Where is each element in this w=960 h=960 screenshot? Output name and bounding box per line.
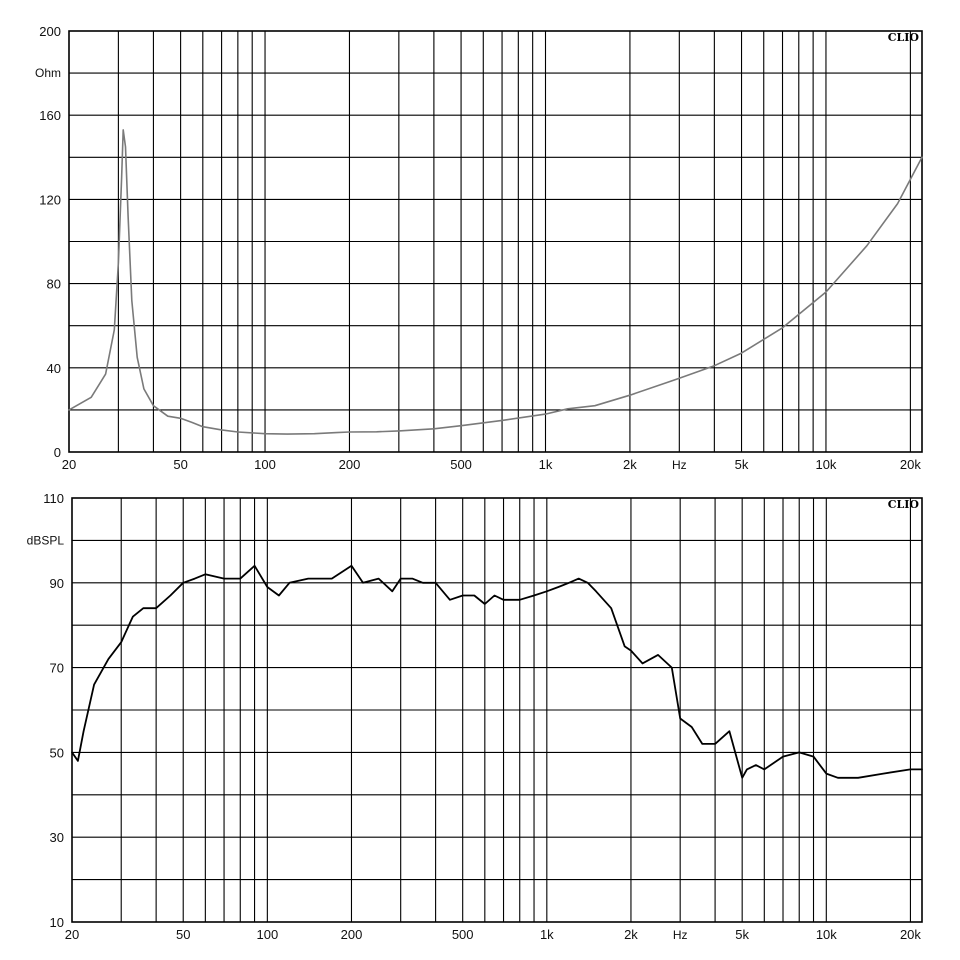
impedance-y-tick-label: 160 — [39, 108, 61, 123]
impedance-x-tick-label: 50 — [173, 457, 187, 472]
impedance-y-tick-label: 200 — [39, 24, 61, 39]
spl-x-tick-label: 2k — [624, 927, 638, 942]
impedance-x-tick-label: 1k — [539, 457, 553, 472]
impedance-response-curve — [68, 129, 923, 435]
spl-x-tick-label: 1k — [540, 927, 554, 942]
impedance-x-tick-label: 2k — [623, 457, 637, 472]
spl-x-tick-label: 10k — [816, 927, 837, 942]
spl-y-unit-label: dBSPL — [27, 533, 65, 547]
spl-x-tick-label: 500 — [452, 927, 474, 942]
spl-brand-label: CLIO — [888, 498, 920, 511]
impedance-x-tick-label: 5k — [735, 457, 749, 472]
impedance-x-tick-label: 100 — [254, 457, 276, 472]
spl-y-tick-label: 10 — [50, 915, 64, 930]
spl-plot-frame — [71, 497, 923, 923]
spl-x-tick-label: 50 — [176, 927, 190, 942]
impedance-x-tick-label: 20 — [62, 457, 76, 472]
impedance-y-tick-label: 120 — [39, 192, 61, 207]
spl-y-tick-label: 30 — [50, 830, 64, 845]
impedance-x-tick-label: 500 — [450, 457, 472, 472]
impedance-y-unit-label: Ohm — [35, 66, 61, 80]
impedance-x-tick-label: 10k — [815, 457, 836, 472]
spl-y-tick-label: 50 — [50, 745, 64, 760]
impedance-y-tick-label: 0 — [54, 445, 61, 460]
spl-chart: CLIO 10 30 50 70 90 110 dBSPL 20 50 100 200 500 1k 2k H… — [27, 491, 923, 942]
spl-x-unit-label: Hz — [673, 928, 688, 942]
spl-y-tick-label: 90 — [50, 576, 64, 591]
spl-x-tick-label: 100 — [256, 927, 278, 942]
impedance-x-tick-label: 200 — [339, 457, 361, 472]
spl-y-tick-label: 110 — [43, 491, 64, 506]
spl-response-curve — [71, 564, 923, 779]
spl-x-tick-label: 20k — [900, 927, 921, 942]
impedance-y-tick-label: 40 — [47, 361, 61, 376]
spl-x-tick-label: 20 — [65, 927, 79, 942]
impedance-x-tick-label: 20k — [900, 457, 921, 472]
impedance-chart: CLIO 0 40 80 120 160 200 Ohm 20 50 100 200 500 1k 2k Hz… — [35, 24, 923, 472]
spl-x-tick-label: 5k — [735, 927, 749, 942]
impedance-brand-label: CLIO — [888, 31, 920, 44]
impedance-plot-frame — [68, 30, 923, 453]
spl-x-tick-label: 200 — [341, 927, 363, 942]
impedance-y-tick-label: 80 — [47, 277, 61, 292]
impedance-x-unit-label: Hz — [672, 458, 687, 472]
spl-y-tick-label: 70 — [50, 661, 64, 676]
